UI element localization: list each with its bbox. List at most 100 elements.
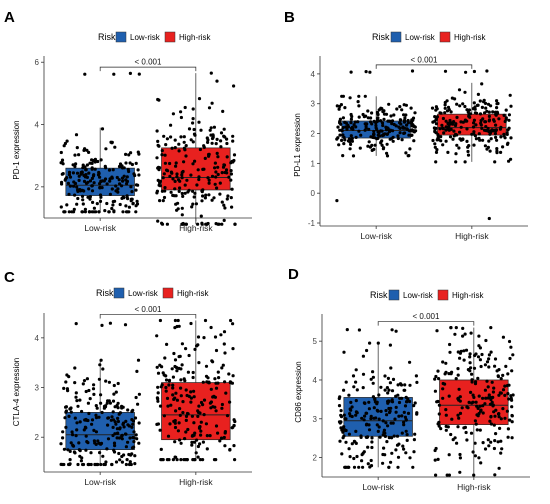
data-point: [124, 432, 128, 436]
data-point: [62, 386, 66, 390]
x-tick-label: High-risk: [455, 231, 489, 241]
data-point: [160, 221, 164, 225]
data-point: [82, 428, 86, 432]
data-point: [459, 120, 463, 124]
data-point: [189, 173, 193, 177]
significance-bracket: [99, 66, 197, 72]
data-point: [85, 163, 89, 167]
data-point: [473, 454, 477, 458]
y-tick-label: 1: [311, 159, 316, 168]
data-point: [497, 393, 501, 397]
data-point: [81, 166, 85, 170]
data-point: [203, 196, 207, 200]
data-point: [389, 114, 393, 118]
data-point: [191, 162, 195, 166]
data-point: [370, 436, 374, 440]
data-point: [196, 222, 200, 226]
data-point: [385, 413, 389, 417]
data-point: [211, 395, 215, 399]
data-point: [442, 131, 446, 135]
data-point: [215, 79, 219, 83]
data-point: [434, 150, 439, 154]
data-point: [486, 438, 490, 442]
data-point: [355, 388, 359, 392]
data-point: [361, 372, 366, 376]
data-point: [504, 364, 508, 368]
data-point: [201, 194, 205, 198]
data-point: [73, 451, 77, 455]
y-tick-label: 6: [35, 58, 40, 67]
data-point: [364, 124, 368, 128]
data-point: [99, 358, 103, 362]
data-point: [168, 161, 172, 166]
data-point: [493, 357, 498, 361]
data-point: [509, 157, 513, 161]
data-point: [162, 195, 167, 200]
data-point: [485, 147, 489, 151]
data-point: [445, 473, 449, 477]
data-point: [184, 144, 188, 148]
data-point: [230, 426, 234, 430]
data-point: [173, 440, 177, 444]
data-point: [65, 373, 69, 377]
data-point: [486, 126, 490, 131]
data-point: [221, 363, 225, 367]
data-point: [489, 350, 493, 354]
data-point: [171, 393, 175, 397]
data-point: [343, 428, 347, 432]
panel-letter: D: [288, 266, 299, 283]
data-point: [182, 135, 186, 139]
data-point: [118, 182, 122, 186]
data-point: [193, 191, 197, 195]
data-point: [384, 421, 388, 425]
data-point: [181, 411, 185, 415]
data-point: [118, 202, 122, 207]
data-point: [499, 451, 503, 455]
x-tick-label: High-risk: [179, 223, 213, 233]
data-point: [492, 386, 496, 390]
data-point: [468, 355, 472, 359]
data-point: [493, 439, 497, 443]
data-point: [454, 160, 458, 164]
data-point: [170, 367, 174, 371]
panel-letter: A: [4, 9, 15, 26]
data-point: [137, 72, 141, 76]
data-point: [191, 375, 195, 380]
data-point: [215, 186, 219, 190]
data-point: [173, 146, 177, 150]
data-point: [227, 175, 231, 179]
data-point: [185, 178, 189, 182]
data-point: [349, 400, 353, 404]
data-point: [136, 402, 140, 406]
data-point: [208, 128, 212, 132]
data-point: [492, 423, 496, 427]
data-point: [481, 138, 485, 142]
data-point: [90, 158, 94, 162]
data-point: [205, 434, 209, 438]
data-point: [484, 338, 488, 343]
data-point: [232, 444, 236, 448]
data-point: [167, 458, 171, 462]
data-point: [216, 172, 220, 177]
data-point: [498, 426, 502, 430]
data-point: [115, 427, 119, 431]
data-point: [175, 175, 179, 179]
data-point: [366, 462, 370, 466]
data-point: [100, 410, 104, 415]
data-point: [443, 111, 447, 115]
data-point: [371, 381, 375, 385]
data-point: [180, 213, 184, 217]
data-point: [441, 127, 445, 131]
data-point: [179, 394, 183, 398]
data-point: [459, 349, 463, 353]
data-point: [98, 185, 102, 189]
data-point: [431, 120, 435, 124]
data-point: [155, 189, 159, 193]
legend-label-high: High-risk: [452, 291, 485, 300]
data-point: [349, 112, 353, 117]
data-point: [341, 116, 345, 120]
data-point: [100, 323, 104, 327]
data-point: [110, 206, 114, 211]
data-point: [507, 118, 511, 122]
data-point: [400, 138, 404, 142]
